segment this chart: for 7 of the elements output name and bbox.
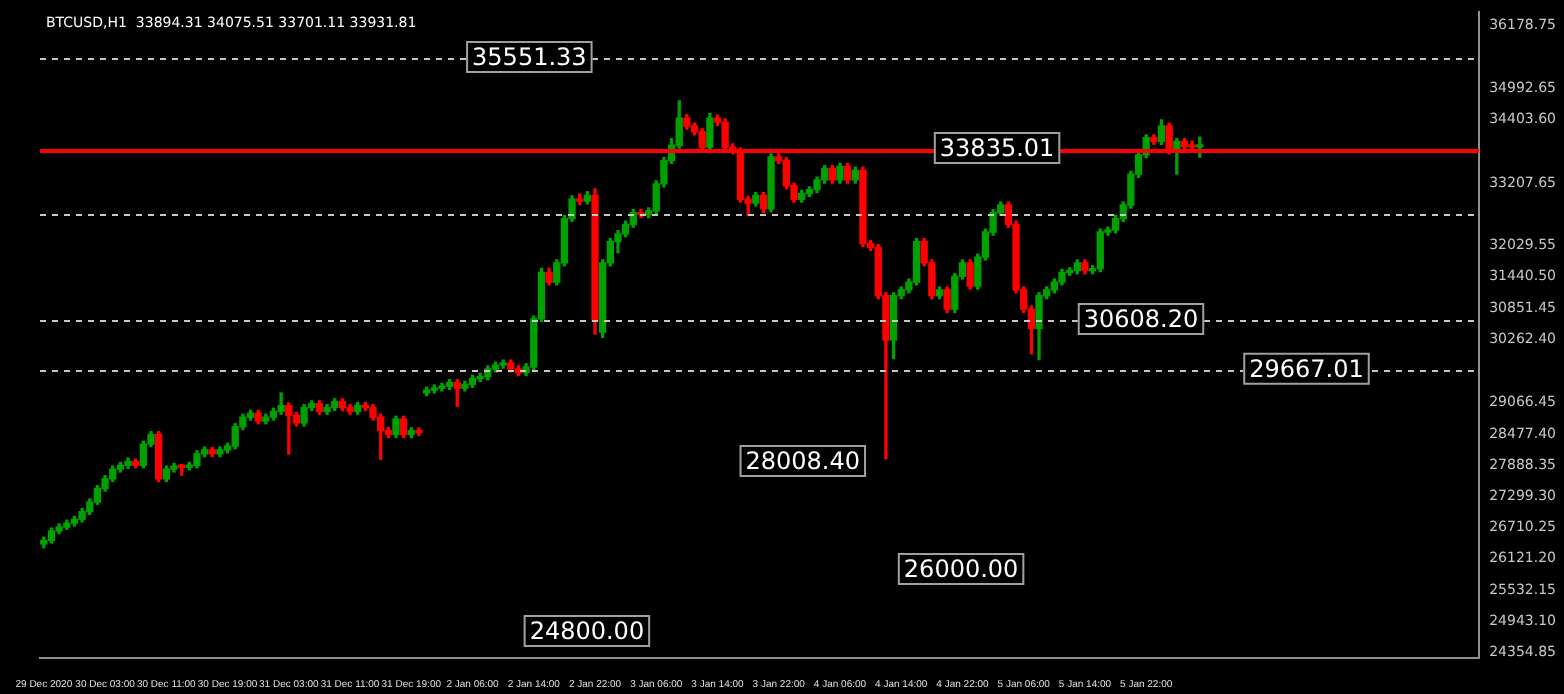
ref-line-label: 35551.33 (472, 43, 587, 72)
ref-line-label: 29667.01 (1249, 355, 1364, 384)
ref-line-label: 30608.20 (1083, 305, 1199, 334)
annotation: 26000.00 (903, 555, 1019, 584)
annotation: 28008.40 (745, 447, 861, 476)
annotation: 24800.00 (529, 617, 645, 646)
ref-line-label: 33835.01 (939, 134, 1055, 163)
